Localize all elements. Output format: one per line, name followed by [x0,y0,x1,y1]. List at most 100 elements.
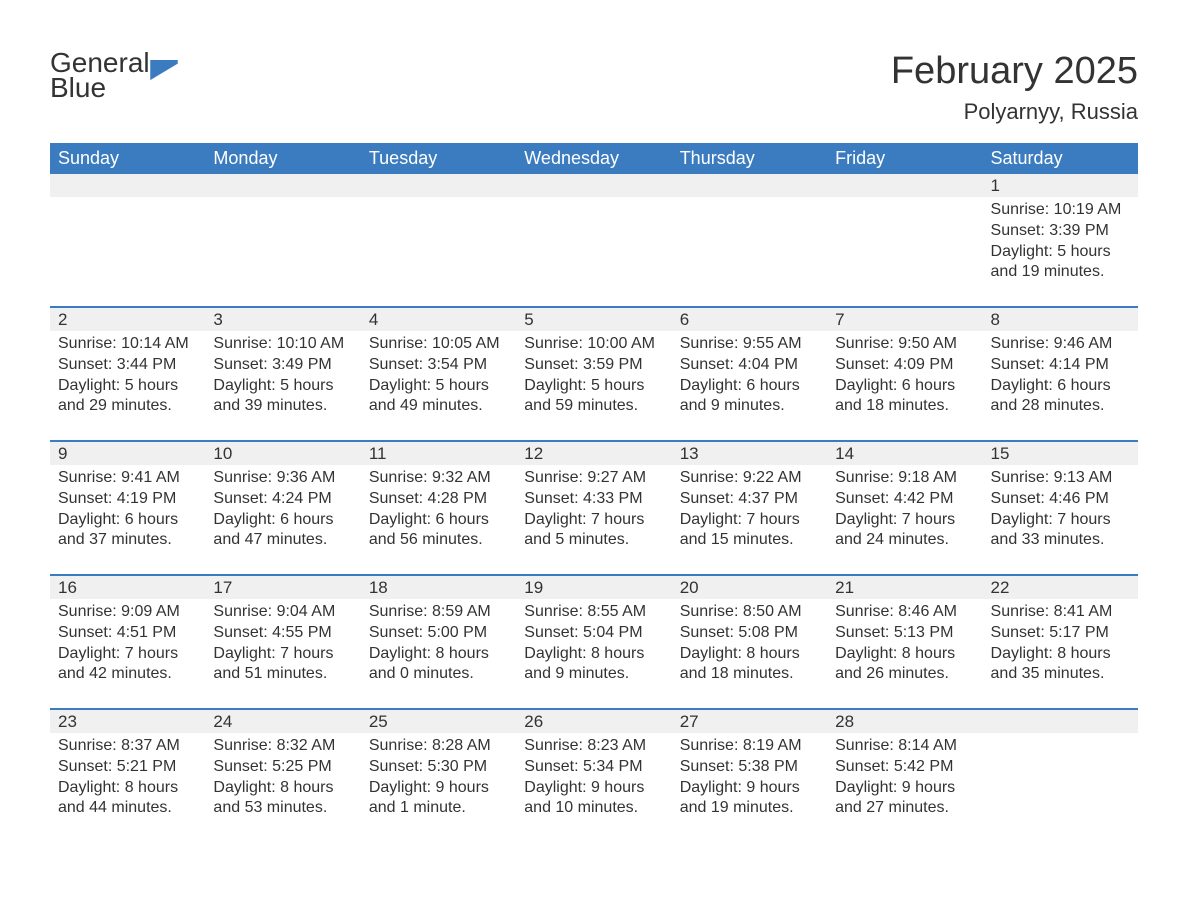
day-details: Sunrise: 10:05 AMSunset: 3:54 PMDaylight… [361,331,516,441]
day-number: 28 [827,709,982,733]
sunset-text: Sunset: 5:13 PM [835,623,974,644]
day-details: Sunrise: 9:04 AMSunset: 4:55 PMDaylight:… [205,599,360,709]
day-number [361,174,516,197]
sunset-text: Sunset: 4:55 PM [213,623,352,644]
daylight-text: Daylight: 9 hours and 27 minutes. [835,778,974,820]
day-details-row: Sunrise: 10:14 AMSunset: 3:44 PMDaylight… [50,331,1138,441]
day-number: 4 [361,307,516,331]
day-number [827,174,982,197]
day-details: Sunrise: 10:19 AMSunset: 3:39 PMDaylight… [983,197,1138,307]
day-details: Sunrise: 9:36 AMSunset: 4:24 PMDaylight:… [205,465,360,575]
header: General Blue February 2025 Polyarnyy, Ru… [50,50,1138,125]
sunrise-text: Sunrise: 8:19 AM [680,736,819,757]
daylight-text: Daylight: 8 hours and 26 minutes. [835,644,974,686]
day-details: Sunrise: 9:50 AMSunset: 4:09 PMDaylight:… [827,331,982,441]
day-number: 21 [827,575,982,599]
daylight-text: Daylight: 6 hours and 37 minutes. [58,510,197,552]
weekday-header: Tuesday [361,143,516,174]
sunset-text: Sunset: 4:04 PM [680,355,819,376]
daylight-text: Daylight: 9 hours and 19 minutes. [680,778,819,820]
day-details: Sunrise: 8:32 AMSunset: 5:25 PMDaylight:… [205,733,360,843]
day-number: 10 [205,441,360,465]
day-details: Sunrise: 8:55 AMSunset: 5:04 PMDaylight:… [516,599,671,709]
sunrise-text: Sunrise: 9:09 AM [58,602,197,623]
daylight-text: Daylight: 8 hours and 35 minutes. [991,644,1130,686]
logo: General Blue [50,50,178,100]
day-number-row: 9101112131415 [50,441,1138,465]
day-number [50,174,205,197]
day-number: 15 [983,441,1138,465]
day-details: Sunrise: 10:10 AMSunset: 3:49 PMDaylight… [205,331,360,441]
daylight-text: Daylight: 9 hours and 1 minute. [369,778,508,820]
sunrise-text: Sunrise: 10:14 AM [58,334,197,355]
day-details: Sunrise: 10:00 AMSunset: 3:59 PMDaylight… [516,331,671,441]
day-number: 2 [50,307,205,331]
day-number: 11 [361,441,516,465]
day-details: Sunrise: 8:46 AMSunset: 5:13 PMDaylight:… [827,599,982,709]
sunrise-text: Sunrise: 8:32 AM [213,736,352,757]
day-number: 22 [983,575,1138,599]
day-details: Sunrise: 9:55 AMSunset: 4:04 PMDaylight:… [672,331,827,441]
sunrise-text: Sunrise: 9:41 AM [58,468,197,489]
daylight-text: Daylight: 7 hours and 42 minutes. [58,644,197,686]
day-details [827,197,982,307]
sunrise-text: Sunrise: 8:55 AM [524,602,663,623]
sunset-text: Sunset: 5:25 PM [213,757,352,778]
daylight-text: Daylight: 5 hours and 49 minutes. [369,376,508,418]
sunset-text: Sunset: 5:42 PM [835,757,974,778]
daylight-text: Daylight: 5 hours and 19 minutes. [991,242,1130,284]
daylight-text: Daylight: 6 hours and 47 minutes. [213,510,352,552]
day-details-row: Sunrise: 9:41 AMSunset: 4:19 PMDaylight:… [50,465,1138,575]
sunset-text: Sunset: 4:46 PM [991,489,1130,510]
sunrise-text: Sunrise: 8:23 AM [524,736,663,757]
day-details: Sunrise: 8:23 AMSunset: 5:34 PMDaylight:… [516,733,671,843]
day-number: 14 [827,441,982,465]
day-number: 6 [672,307,827,331]
sunrise-text: Sunrise: 9:36 AM [213,468,352,489]
day-number-row: 2345678 [50,307,1138,331]
day-number: 12 [516,441,671,465]
day-number: 18 [361,575,516,599]
day-details [983,733,1138,843]
day-number: 23 [50,709,205,733]
daylight-text: Daylight: 7 hours and 51 minutes. [213,644,352,686]
day-number: 16 [50,575,205,599]
sunrise-text: Sunrise: 8:46 AM [835,602,974,623]
daylight-text: Daylight: 8 hours and 18 minutes. [680,644,819,686]
day-number: 27 [672,709,827,733]
sunset-text: Sunset: 3:44 PM [58,355,197,376]
day-number [983,709,1138,733]
day-details: Sunrise: 8:50 AMSunset: 5:08 PMDaylight:… [672,599,827,709]
day-number-row: 1 [50,174,1138,197]
day-number: 20 [672,575,827,599]
day-number [205,174,360,197]
day-details: Sunrise: 9:46 AMSunset: 4:14 PMDaylight:… [983,331,1138,441]
daylight-text: Daylight: 5 hours and 29 minutes. [58,376,197,418]
day-details: Sunrise: 9:18 AMSunset: 4:42 PMDaylight:… [827,465,982,575]
day-details-row: Sunrise: 9:09 AMSunset: 4:51 PMDaylight:… [50,599,1138,709]
location: Polyarnyy, Russia [891,99,1138,125]
sunset-text: Sunset: 4:37 PM [680,489,819,510]
day-details [516,197,671,307]
sunset-text: Sunset: 3:54 PM [369,355,508,376]
day-number-row: 16171819202122 [50,575,1138,599]
daylight-text: Daylight: 8 hours and 0 minutes. [369,644,508,686]
sunset-text: Sunset: 5:00 PM [369,623,508,644]
day-details: Sunrise: 10:14 AMSunset: 3:44 PMDaylight… [50,331,205,441]
day-number-row: 232425262728 [50,709,1138,733]
weekday-header: Saturday [983,143,1138,174]
sunset-text: Sunset: 4:09 PM [835,355,974,376]
sunrise-text: Sunrise: 9:18 AM [835,468,974,489]
day-details: Sunrise: 9:41 AMSunset: 4:19 PMDaylight:… [50,465,205,575]
calendar-body: 1Sunrise: 10:19 AMSunset: 3:39 PMDayligh… [50,174,1138,843]
daylight-text: Daylight: 8 hours and 53 minutes. [213,778,352,820]
sunset-text: Sunset: 3:39 PM [991,221,1130,242]
sunset-text: Sunset: 4:28 PM [369,489,508,510]
sunset-text: Sunset: 5:21 PM [58,757,197,778]
day-number: 13 [672,441,827,465]
logo-word-2: Blue [50,75,150,100]
day-details: Sunrise: 8:19 AMSunset: 5:38 PMDaylight:… [672,733,827,843]
sunrise-text: Sunrise: 8:37 AM [58,736,197,757]
sunset-text: Sunset: 4:42 PM [835,489,974,510]
weekday-header: Wednesday [516,143,671,174]
